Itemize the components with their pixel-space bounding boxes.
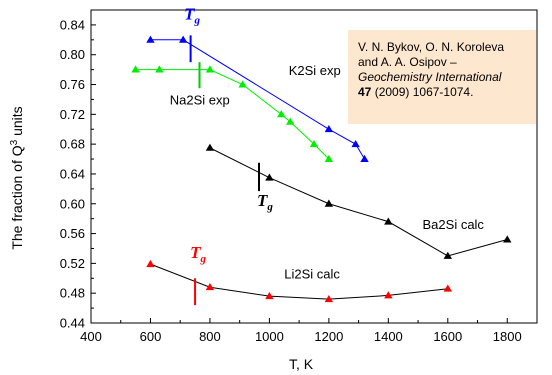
y-tick-label: 0.60 [60, 196, 85, 211]
y-tick-label: 0.68 [60, 137, 85, 152]
reference-authors-line2: and A. A. Osipov – [358, 55, 457, 69]
y-tick-label: 0.64 [60, 166, 85, 181]
y-tick-label: 0.48 [60, 286, 85, 301]
x-axis-title: T, K [289, 356, 314, 372]
x-tick-label: 1800 [493, 329, 522, 344]
data-point-na2si-exp [277, 110, 286, 118]
data-point-li2si-calc [265, 291, 274, 300]
tg-label: Tg [184, 5, 200, 27]
y-axis-title: The fraction of Q3 units [9, 106, 26, 249]
y-tick-label: 0.76 [60, 77, 85, 92]
data-markers [131, 35, 512, 303]
data-point-k2si-exp [178, 35, 188, 43]
x-tick-label: 400 [80, 329, 102, 344]
y-tick-label: 0.56 [60, 226, 85, 241]
reference-pages: (2009) 1067-1074. [371, 85, 474, 99]
data-point-na2si-exp [238, 80, 247, 88]
y-tick-label: 0.52 [60, 256, 85, 271]
data-point-na2si-exp [324, 154, 334, 162]
reference-box: V. N. Bykov, O. N. Koroleva and A. A. Os… [348, 30, 536, 124]
series-label: Ba2Si calc [423, 217, 485, 232]
series-label: K2Si exp [289, 63, 341, 78]
data-point-ba2si-calc [503, 235, 512, 243]
series-label: Na2Si exp [170, 93, 230, 108]
y-tick-label: 0.72 [60, 107, 85, 122]
data-point-li2si-calc [205, 283, 215, 291]
data-point-ba2si-calc [265, 173, 274, 181]
x-tick-label: 1200 [314, 329, 343, 344]
data-point-ba2si-calc [324, 199, 334, 207]
data-point-ba2si-calc [443, 251, 452, 259]
x-tick-label: 1600 [433, 329, 462, 344]
data-point-li2si-calc [324, 294, 334, 303]
series-label: Li2Si calc [284, 266, 340, 281]
reference-authors-line1: V. N. Bykov, O. N. Koroleva [358, 40, 505, 54]
data-point-ba2si-calc [384, 217, 393, 225]
axes: 400 600 800 1000 1200 1400 1600 1800 0.44 0.48 0.5… [60, 9, 538, 344]
plot-frame [90, 9, 538, 324]
data-point-na2si-exp [131, 65, 140, 73]
reference-volume: 47 [358, 85, 372, 99]
data-point-li2si-calc [384, 291, 393, 299]
reference-citation: 47 (2009) 1067-1074. [358, 85, 528, 100]
y-tick-label: 0.84 [60, 17, 85, 32]
data-point-li2si-calc [146, 259, 155, 268]
data-point-na2si-exp [286, 117, 295, 125]
data-point-k2si-exp [324, 125, 334, 133]
data-point-li2si-calc [443, 284, 452, 292]
series-line-li2si-calc [150, 263, 448, 300]
x-tick-label: 1400 [374, 329, 403, 344]
data-point-k2si-exp [146, 35, 155, 43]
data-point-na2si-exp [309, 139, 319, 148]
tg-label: Tg [257, 191, 273, 213]
y-tick-label: 0.44 [60, 316, 85, 331]
data-point-k2si-exp [351, 139, 360, 148]
y-tick-label: 0.80 [60, 47, 85, 62]
x-tick-label: 1000 [255, 329, 284, 344]
series-line-na2si-exp [135, 69, 330, 160]
data-point-na2si-exp [205, 65, 215, 73]
x-tick-label: 600 [140, 329, 162, 344]
x-tick-label: 800 [199, 329, 221, 344]
tg-markers: Tg Tg Tg [184, 5, 273, 306]
reference-journal: Geochemistry International [358, 70, 502, 84]
data-point-na2si-exp [155, 65, 164, 73]
tg-label: Tg [190, 243, 206, 265]
data-point-k2si-exp [360, 154, 369, 162]
data-point-ba2si-calc [205, 143, 215, 151]
series-line-ba2si-calc [209, 147, 508, 257]
series-labels: K2Si exp Na2Si exp Ba2Si calc Li2Si calc [170, 63, 485, 281]
